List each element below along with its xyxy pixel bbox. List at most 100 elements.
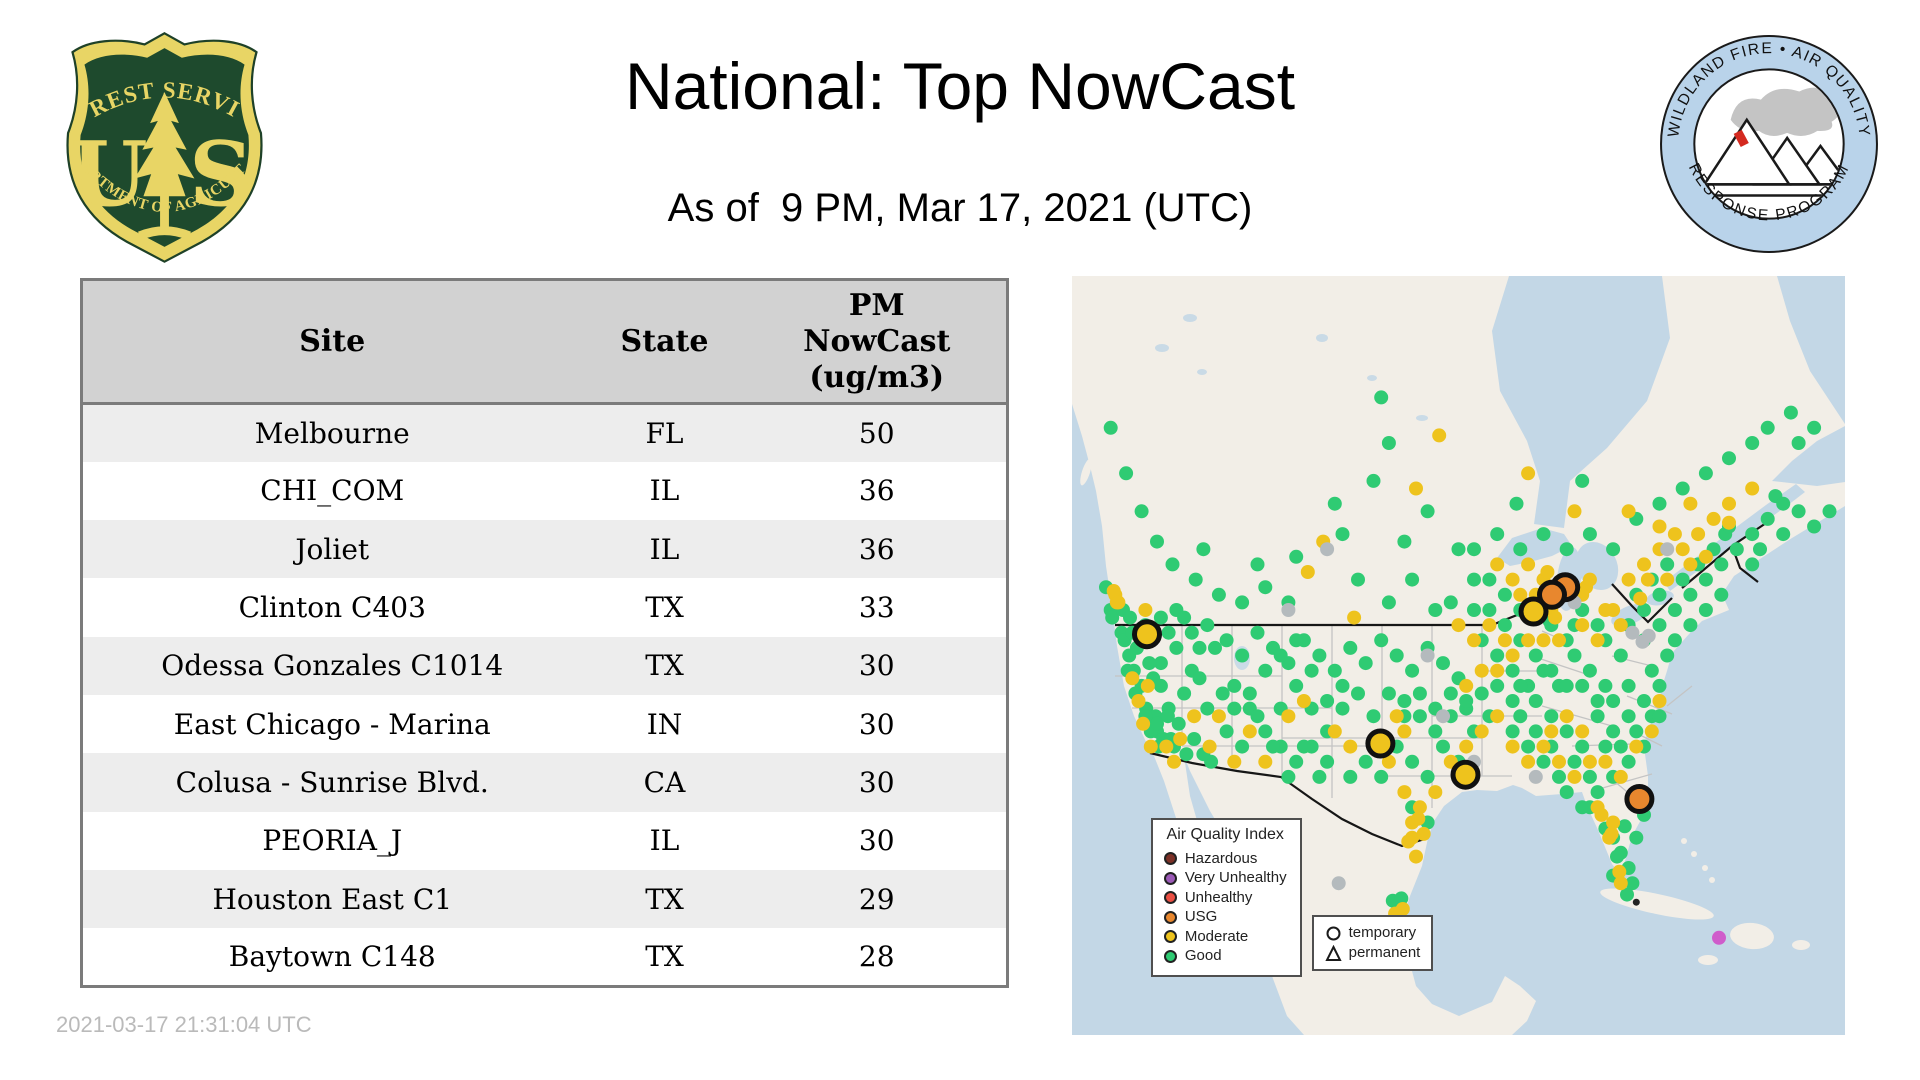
station-dot-moderate [1683,557,1698,572]
station-dot-good [1381,686,1396,701]
station-dot-moderate [1698,549,1713,564]
station-dot-good [1397,534,1412,549]
station-dot-moderate [1505,572,1520,587]
station-dot-good [1552,769,1566,784]
station-dot-moderate [1612,864,1627,879]
station-dots-layer [1099,390,1837,945]
station-dot-moderate [1683,496,1698,511]
station-dot-good [1374,390,1389,405]
station-dot-good [1521,739,1536,754]
page-subtitle: As of 9 PM, Mar 17, 2021 (UTC) [667,186,1253,230]
station-dot-good [1490,527,1505,542]
value-cell: 36 [858,532,895,566]
station-dot-moderate [1505,739,1520,754]
station-dot-moderate [1395,902,1410,916]
station-dot-good [1822,504,1837,519]
station-dot-good [1567,754,1582,769]
station-dot-good [1405,572,1420,587]
station-dot-good [1629,830,1644,845]
station-dot-moderate [1482,618,1497,633]
station-dot-black [1632,898,1640,906]
station-dot-good [1652,587,1667,602]
legend-label: Unhealthy [1184,888,1253,906]
value-cell: 50 [858,416,895,450]
site-cell: East Chicago - Marina [173,707,491,741]
station-dot-good [1153,656,1168,671]
value-cell: 30 [858,765,895,799]
station-dot-good [1490,678,1505,693]
station-dot-good [1753,542,1767,557]
station-dot-good [1273,648,1288,663]
marker-item-permanent: permanent [1325,943,1421,963]
station-dot-good [1528,648,1543,663]
station-dot-good [1374,769,1389,784]
wildland-fire-aqrp-logo: WILDLAND FIRE • AIR QUALITY RESPONSE PRO… [1660,35,1878,253]
table-row: Melbourne FL 50 [81,403,1008,462]
station-dot-good [1153,678,1168,693]
smoke-icon [1730,87,1841,136]
top-sites-layer [1132,572,1655,814]
basemap [1072,276,1845,1035]
station-dot-good [1208,640,1222,655]
station-dot-good [1296,739,1311,754]
table-row: PEORIA_J IL 30 [81,811,1008,870]
station-dot-unknown [1420,648,1435,663]
state-cell: TX [645,591,684,625]
station-dot-good [1177,686,1192,701]
marker-label: permanent [1348,944,1421,962]
station-dot-good [1161,625,1176,640]
station-dot-moderate [1667,527,1682,542]
station-dot-good [1123,610,1137,625]
station-dot-good [1528,694,1543,708]
station-dot-good [1366,473,1381,488]
unhealthy-swatch-icon [1163,891,1177,905]
station-dot-good [1467,603,1481,617]
station-dot-good [1575,473,1590,488]
station-dot-unknown [1660,542,1675,557]
top-site-marker-moderate [1450,759,1481,790]
station-dot-moderate [1544,724,1559,739]
station-dot-good [1513,542,1528,557]
fs-letter-s: S [189,122,253,226]
station-dot-moderate [1540,565,1555,579]
station-dot-good [1497,587,1512,602]
station-dot-good [1389,648,1404,663]
station-dot-moderate [1227,754,1242,769]
station-dot-good [1289,678,1304,693]
station-dot-good [1667,603,1682,617]
legend-label: Good [1184,947,1222,965]
site-cell: Baytown C148 [228,940,436,974]
station-dot-moderate [1173,732,1188,746]
station-dot-moderate [1594,807,1609,822]
top-site-marker-moderate [1132,619,1162,650]
station-dot-good [1242,686,1257,701]
station-dot-moderate [1187,709,1202,724]
state-cell: TX [645,649,684,683]
station-dot-good [1412,686,1427,701]
station-dot-moderate [1552,754,1566,769]
station-dot-moderate [1613,876,1628,891]
state-cell: CA [643,765,686,799]
station-dot-good [1289,754,1304,769]
station-dot-good [1397,694,1412,708]
station-dot-moderate [1582,754,1597,769]
station-dot-good [1343,769,1358,784]
station-dot-good [1613,648,1628,663]
station-dot-good [1187,732,1202,746]
page-title: National: Top NowCast [624,49,1296,123]
station-dot-moderate [1490,557,1505,572]
station-dot-moderate [1343,739,1358,754]
table-row: CHI_COM IL 36 [81,461,1008,521]
triangle-marker-icon [1325,944,1342,961]
station-dot-moderate [1467,633,1481,648]
station-dot-moderate [1474,724,1489,739]
table-row: Clinton C403 TX 33 [81,578,1008,637]
value-cell: 30 [858,649,895,683]
station-dot-moderate [1606,603,1621,617]
station-dot-good [1722,451,1736,466]
table-row: Odessa Gonzales C1014 TX 30 [81,636,1008,695]
table-row: Colusa - Sunrise Blvd. CA 30 [81,753,1008,812]
table-row: Houston East C1 TX 29 [81,869,1008,929]
state-cell: IL [649,532,680,566]
